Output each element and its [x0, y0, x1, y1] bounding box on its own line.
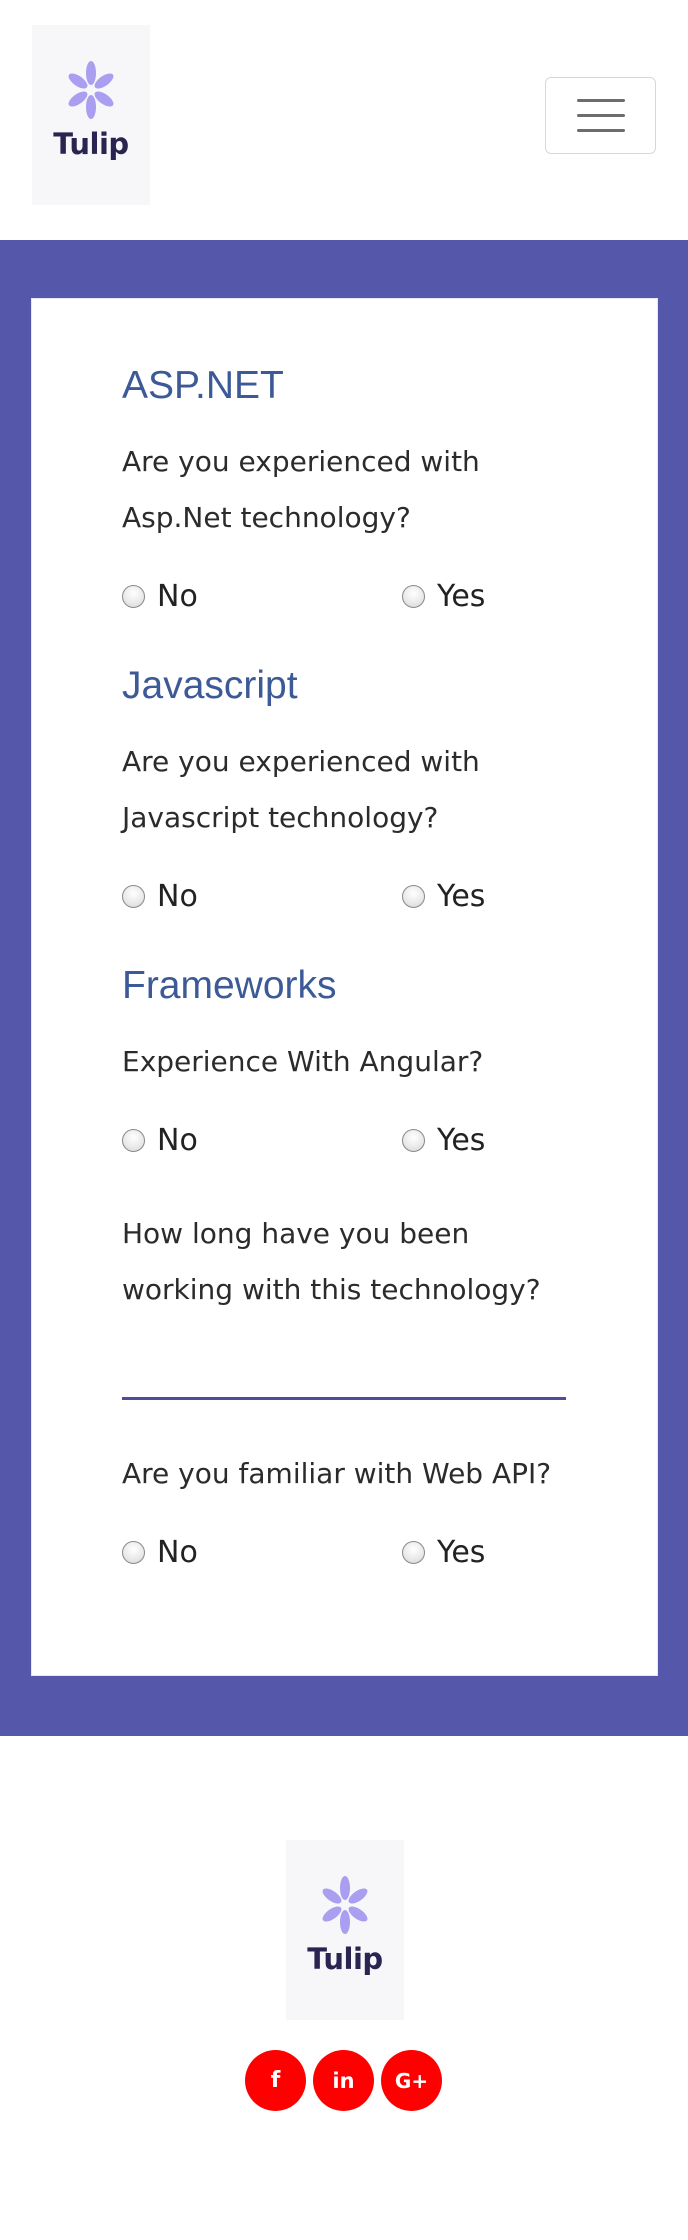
- radio-label: No: [157, 579, 198, 614]
- question-javascript: Are you experienced with Javascript tech…: [122, 745, 480, 834]
- radio-angular-yes[interactable]: Yes: [402, 1123, 485, 1158]
- tulip-flower-icon: [322, 1876, 368, 1934]
- survey-card: [31, 298, 658, 1676]
- radio-webapi-yes[interactable]: Yes: [402, 1535, 485, 1570]
- logo-text: Tulip: [53, 127, 129, 161]
- radio-button[interactable]: [122, 1541, 145, 1564]
- radio-webapi-no[interactable]: No: [122, 1535, 198, 1570]
- section-title-aspnet: ASP.NET: [122, 364, 284, 407]
- radio-label: No: [157, 1123, 198, 1158]
- radio-aspnet-no[interactable]: No: [122, 579, 198, 614]
- radio-button[interactable]: [402, 1541, 425, 1564]
- radio-javascript-no[interactable]: No: [122, 879, 198, 914]
- footer: Tulip f in G+: [0, 1736, 688, 2240]
- radio-label: Yes: [437, 1123, 486, 1158]
- experience-duration-input[interactable]: [122, 1340, 566, 1400]
- hamburger-menu-button[interactable]: [545, 77, 656, 154]
- radio-angular-no[interactable]: No: [122, 1123, 198, 1158]
- menu-icon-bar: [577, 99, 625, 102]
- section-title-frameworks: Frameworks: [122, 964, 337, 1007]
- question-aspnet: Are you experienced with Asp.Net technol…: [122, 445, 480, 534]
- logo-text: Tulip: [307, 1942, 383, 1976]
- google-plus-icon[interactable]: G+: [381, 2050, 442, 2111]
- header: Tulip: [0, 0, 688, 240]
- radio-label: No: [157, 1535, 198, 1570]
- radio-button[interactable]: [122, 1129, 145, 1152]
- facebook-icon[interactable]: f: [245, 2050, 306, 2111]
- linkedin-icon[interactable]: in: [313, 2050, 374, 2111]
- radio-label: Yes: [437, 879, 486, 914]
- menu-icon-bar: [577, 114, 625, 117]
- header-logo[interactable]: Tulip: [32, 25, 150, 205]
- radio-button[interactable]: [402, 1129, 425, 1152]
- radio-button[interactable]: [402, 885, 425, 908]
- radio-label: Yes: [437, 1535, 486, 1570]
- footer-logo[interactable]: Tulip: [286, 1840, 404, 2020]
- radio-aspnet-yes[interactable]: Yes: [402, 579, 485, 614]
- radio-button[interactable]: [122, 885, 145, 908]
- radio-javascript-yes[interactable]: Yes: [402, 879, 485, 914]
- question-experience-duration: How long have you been working with this…: [122, 1217, 541, 1306]
- question-angular: Experience With Angular?: [122, 1045, 484, 1078]
- radio-button[interactable]: [122, 585, 145, 608]
- section-title-javascript: Javascript: [122, 664, 298, 707]
- menu-icon-bar: [577, 129, 625, 132]
- radio-label: Yes: [437, 579, 486, 614]
- tulip-flower-icon: [68, 61, 114, 119]
- radio-label: No: [157, 879, 198, 914]
- question-webapi: Are you familiar with Web API?: [122, 1457, 552, 1490]
- radio-button[interactable]: [402, 585, 425, 608]
